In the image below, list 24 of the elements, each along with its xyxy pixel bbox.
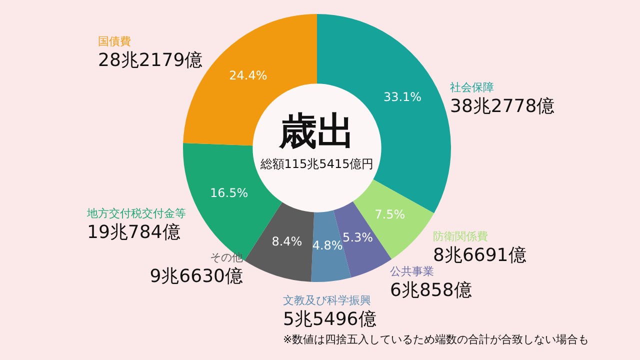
data-label: 5.3% bbox=[342, 230, 374, 244]
data-label: 7.5% bbox=[374, 207, 406, 222]
data-label: 16.5% bbox=[210, 186, 248, 200]
text: 歳出 bbox=[279, 108, 355, 155]
text: 28兆2179億 bbox=[98, 50, 203, 71]
slice-label: 国債費 bbox=[98, 34, 131, 49]
text: 19兆784億 bbox=[87, 222, 180, 243]
slice-label: 防衛関係費 bbox=[433, 229, 488, 244]
data-label: 4.8% bbox=[312, 238, 343, 253]
text: 5兆5496億 bbox=[283, 309, 376, 330]
text: 38兆2778億 bbox=[450, 96, 555, 117]
slice-label: 地方交付税交付金等 bbox=[87, 206, 186, 221]
text: 総額115兆5415億円 bbox=[260, 156, 374, 173]
data-label: 8.4% bbox=[272, 234, 302, 249]
text: 6兆858億 bbox=[390, 280, 472, 301]
slice-label: その他 bbox=[210, 250, 243, 265]
slice-label: 社会保障 bbox=[450, 80, 494, 95]
slice-label: 文教及び科学振興 bbox=[283, 293, 371, 308]
text: 8兆6691億 bbox=[433, 245, 526, 266]
slice-label: 公共事業 bbox=[390, 264, 434, 279]
text: 9兆6630億 bbox=[150, 266, 243, 287]
text: ※数値は四捨五入しているため端数の合計が合致しない場合も bbox=[283, 332, 590, 347]
data-label: 33.1% bbox=[383, 90, 422, 104]
data-label: 24.4% bbox=[229, 68, 268, 83]
